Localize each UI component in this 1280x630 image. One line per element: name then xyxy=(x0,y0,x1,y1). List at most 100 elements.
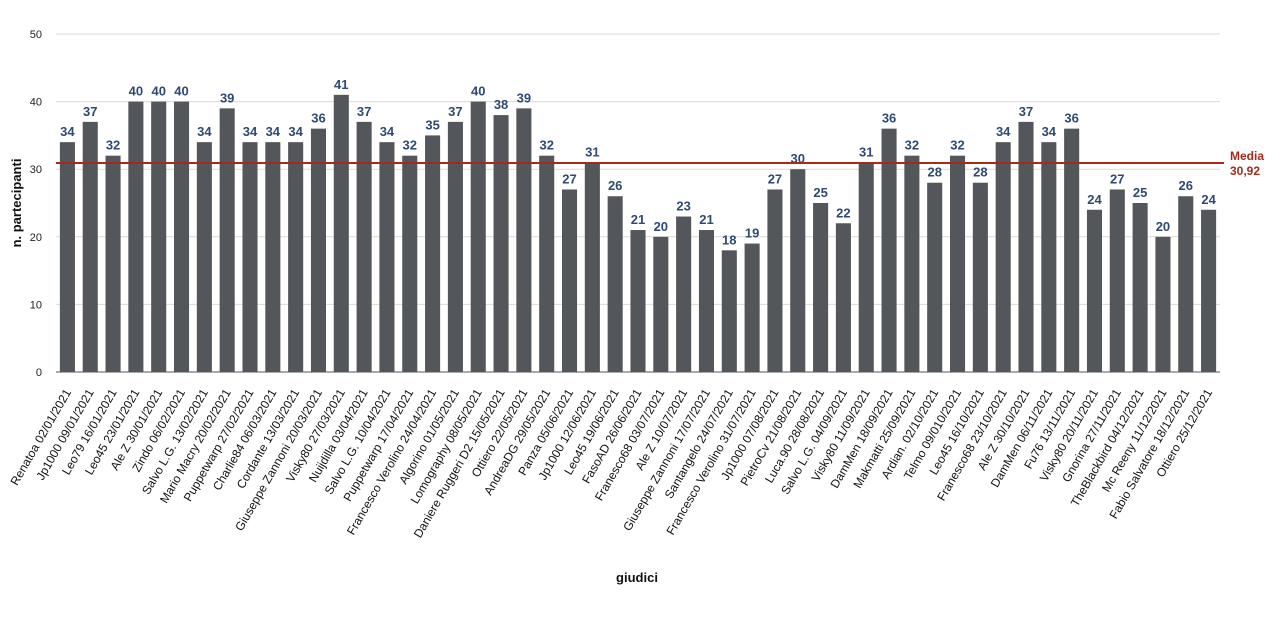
bar xyxy=(288,142,304,372)
data-label: 32 xyxy=(539,138,553,153)
bar xyxy=(767,189,783,372)
data-label: 40 xyxy=(151,84,165,99)
bar xyxy=(333,94,349,372)
data-label: 26 xyxy=(608,178,622,193)
data-label: 28 xyxy=(973,165,987,180)
bar xyxy=(151,101,167,372)
bar xyxy=(447,121,463,372)
bar xyxy=(1086,209,1103,372)
data-label: 34 xyxy=(60,124,75,139)
bar xyxy=(425,135,441,372)
data-label: 21 xyxy=(631,212,645,227)
y-tick-label: 0 xyxy=(36,367,42,379)
data-label: 24 xyxy=(1087,192,1102,207)
data-label: 37 xyxy=(448,104,462,119)
data-label: 34 xyxy=(1042,124,1057,139)
bar xyxy=(630,230,646,372)
bar xyxy=(790,169,806,372)
bar xyxy=(1109,189,1125,372)
data-label: 35 xyxy=(425,117,439,132)
bar xyxy=(904,155,920,372)
bar xyxy=(242,142,258,372)
bar xyxy=(1178,196,1194,372)
bar xyxy=(379,142,395,372)
data-label: 24 xyxy=(1201,192,1216,207)
data-label: 27 xyxy=(1110,171,1124,186)
bar xyxy=(561,189,578,372)
bar xyxy=(82,121,98,372)
y-axis-title: n. partecipanti xyxy=(9,159,24,248)
bar xyxy=(972,182,988,372)
data-label: 40 xyxy=(471,84,485,99)
bar xyxy=(1201,209,1217,372)
data-label: 38 xyxy=(494,97,508,112)
bar xyxy=(881,128,897,372)
data-label: 34 xyxy=(288,124,303,139)
reference-line-group: Media 30,92 xyxy=(56,149,1264,178)
bar xyxy=(128,101,144,372)
data-label: 23 xyxy=(676,199,690,214)
data-label: 32 xyxy=(106,138,120,153)
data-label: 21 xyxy=(699,212,713,227)
data-label: 40 xyxy=(129,84,143,99)
y-tick-label: 50 xyxy=(30,29,42,41)
data-label: 39 xyxy=(220,90,234,105)
data-label: 25 xyxy=(813,185,827,200)
data-label: 34 xyxy=(996,124,1011,139)
bar xyxy=(310,128,327,372)
y-tick-label: 20 xyxy=(30,232,42,244)
data-label: 25 xyxy=(1133,185,1147,200)
bar xyxy=(584,162,600,372)
bar xyxy=(858,162,874,372)
bar xyxy=(744,243,760,372)
bar xyxy=(995,142,1011,372)
bar xyxy=(1018,121,1034,372)
data-label: 34 xyxy=(243,124,258,139)
data-label: 27 xyxy=(562,171,576,186)
bars xyxy=(59,94,1217,373)
bar xyxy=(402,155,418,372)
bar xyxy=(219,108,235,373)
data-labels: 34 37 32 40 40 40 34 39 34 34 34 36 41 37 34 32 35 37 40 38… xyxy=(60,77,1216,247)
bar xyxy=(676,216,692,372)
average-value: 30,92 xyxy=(1230,164,1260,178)
data-label: 31 xyxy=(859,144,873,159)
bar xyxy=(653,236,669,372)
bar xyxy=(1132,203,1148,372)
data-label: 20 xyxy=(1156,219,1170,234)
data-label: 18 xyxy=(722,232,736,247)
bar xyxy=(173,101,190,372)
bar xyxy=(813,203,829,372)
data-label: 37 xyxy=(83,104,97,119)
data-label: 28 xyxy=(927,165,941,180)
data-label: 32 xyxy=(905,138,919,153)
average-label: Media xyxy=(1230,149,1264,163)
bar xyxy=(59,142,75,372)
data-label: 36 xyxy=(311,111,325,126)
data-label: 36 xyxy=(1064,111,1078,126)
data-label: 39 xyxy=(517,90,531,105)
data-label: 40 xyxy=(174,84,188,99)
data-label: 36 xyxy=(882,111,896,126)
bar xyxy=(721,250,737,372)
bar xyxy=(265,142,281,372)
data-label: 27 xyxy=(768,171,782,186)
bar xyxy=(835,223,851,372)
data-label: 37 xyxy=(1019,104,1033,119)
y-axis: 0 10 20 30 40 50 xyxy=(30,29,42,379)
data-label: 41 xyxy=(334,77,348,92)
bar xyxy=(1064,128,1080,372)
bar xyxy=(698,230,715,372)
data-label: 34 xyxy=(197,124,212,139)
y-tick-label: 10 xyxy=(30,299,42,311)
data-label: 26 xyxy=(1179,178,1193,193)
data-label: 37 xyxy=(357,104,371,119)
data-label: 32 xyxy=(950,138,964,153)
bar xyxy=(1041,142,1057,372)
bar xyxy=(1155,236,1171,372)
data-label: 20 xyxy=(654,219,668,234)
y-tick-label: 30 xyxy=(30,164,42,176)
